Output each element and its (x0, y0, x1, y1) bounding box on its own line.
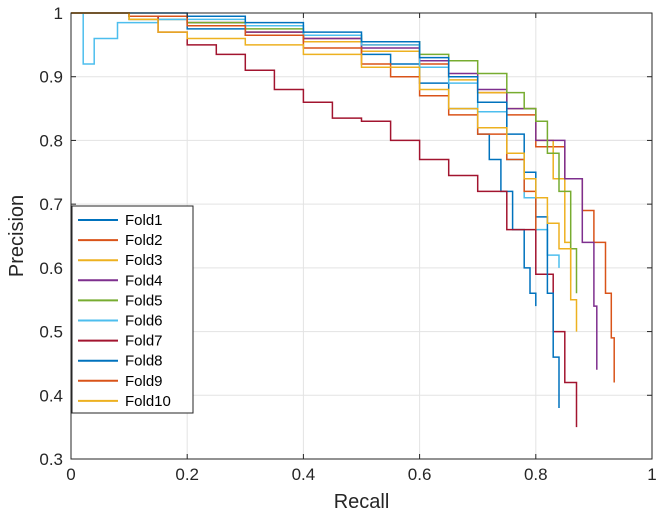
x-tick-label: 0.6 (408, 465, 432, 484)
y-tick-label: 0.8 (39, 131, 63, 150)
y-tick-label: 0.9 (39, 68, 63, 87)
y-tick-label: 1 (54, 4, 63, 23)
axis-ticks: 0 0.2 0.4 0.6 0.8 1 0.3 0.4 0.5 0.6 0.7 0.8 0.9 1 (39, 4, 656, 484)
legend: Fold1 Fold2 Fold3 Fold4 Fold5 Fold6 Fold7 Fold8… (71, 205, 194, 414)
x-tick-label: 0.4 (292, 465, 316, 484)
legend-label: Fold7 (125, 333, 163, 350)
legend-label: Fold8 (125, 353, 163, 370)
legend-label: Fold9 (125, 373, 163, 390)
x-tick-label: 0 (66, 465, 75, 484)
x-tick-label: 0.2 (175, 465, 199, 484)
series-layer (71, 12, 615, 428)
x-tick-label: 0.8 (524, 465, 548, 484)
legend-label: Fold1 (125, 212, 163, 229)
y-axis-title: Precision (6, 195, 28, 277)
series-line-fold5 (71, 12, 578, 294)
y-tick-label: 0.3 (39, 450, 63, 469)
legend-label: Fold4 (125, 272, 163, 289)
y-tick-label: 0.7 (39, 195, 63, 214)
legend-label: Fold10 (125, 393, 171, 410)
y-tick-label: 0.5 (39, 323, 63, 342)
legend-label: Fold5 (125, 292, 163, 309)
legend-label: Fold6 (125, 313, 163, 330)
y-tick-label: 0.4 (39, 386, 63, 405)
x-tick-label: 1 (647, 465, 656, 484)
series-line-fold6 (82, 12, 560, 268)
legend-label: Fold3 (125, 252, 163, 269)
y-tick-label: 0.6 (39, 259, 63, 278)
series-line-fold8 (71, 12, 560, 408)
plot-frame (70, 12, 653, 460)
x-axis-title: Recall (334, 491, 390, 513)
legend-label: Fold2 (125, 232, 163, 249)
series-line-fold10 (71, 12, 572, 281)
